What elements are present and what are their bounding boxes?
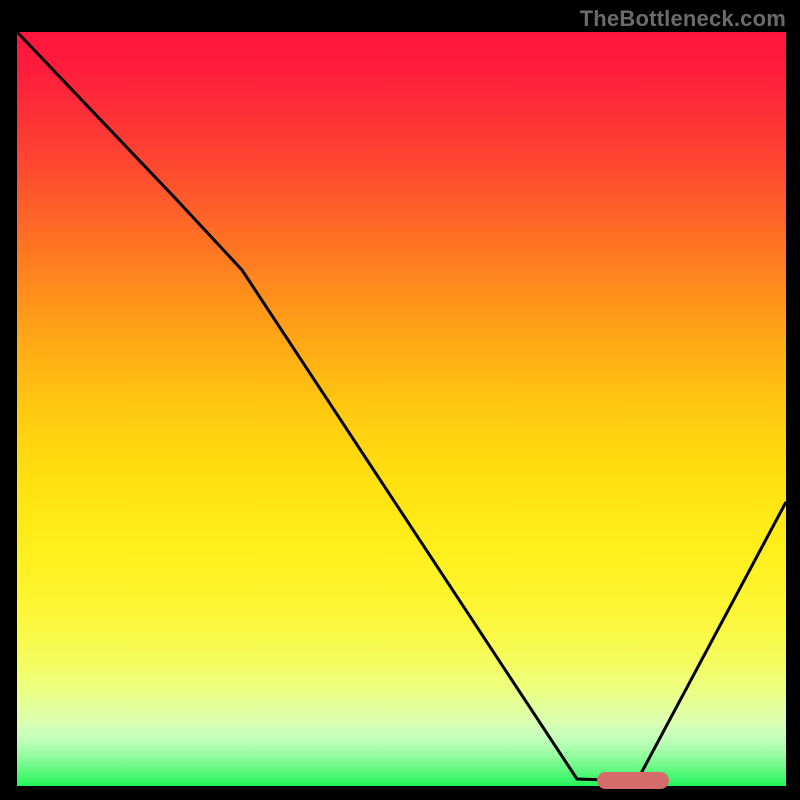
plot-area (17, 32, 786, 786)
chart-container: TheBottleneck.com (0, 0, 800, 800)
watermark-text: TheBottleneck.com (580, 6, 786, 32)
highlight-marker (597, 772, 669, 789)
curve-line (17, 32, 786, 786)
